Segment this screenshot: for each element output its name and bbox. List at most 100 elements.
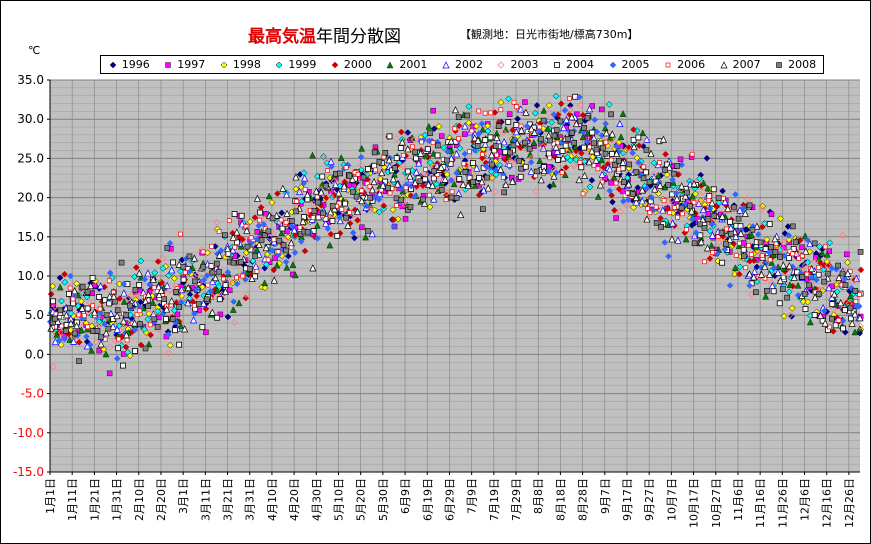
data-point xyxy=(759,253,765,258)
data-point xyxy=(630,136,637,143)
x-tick-label: 4月10日 xyxy=(266,478,279,521)
data-point xyxy=(449,189,455,195)
data-point xyxy=(144,316,152,323)
data-point xyxy=(168,266,176,274)
data-point xyxy=(533,101,541,109)
data-point xyxy=(684,189,690,196)
data-point xyxy=(314,234,322,242)
data-point xyxy=(629,149,636,157)
y-tick-label: 10.0 xyxy=(17,269,44,283)
data-point xyxy=(585,158,593,166)
data-point xyxy=(397,145,404,151)
data-point xyxy=(727,218,733,225)
data-point xyxy=(79,283,86,290)
data-point xyxy=(576,93,583,101)
data-point xyxy=(536,157,544,164)
data-point xyxy=(562,164,570,171)
data-point xyxy=(315,199,321,206)
data-point xyxy=(89,275,96,281)
data-point xyxy=(101,320,108,328)
data-point xyxy=(567,96,572,101)
data-point xyxy=(392,165,398,171)
data-point xyxy=(50,298,56,305)
legend-item-2000: 2000 xyxy=(330,58,372,71)
data-point xyxy=(801,262,809,270)
data-point xyxy=(638,137,646,146)
data-point xyxy=(227,287,233,294)
data-point xyxy=(309,151,316,159)
data-point xyxy=(592,156,600,164)
data-point xyxy=(257,217,262,223)
data-point xyxy=(205,282,211,288)
data-point xyxy=(226,218,232,223)
data-point xyxy=(330,177,338,185)
data-point xyxy=(371,162,378,169)
data-point xyxy=(251,214,259,221)
data-point xyxy=(441,175,449,183)
data-point xyxy=(619,197,627,205)
data-point xyxy=(517,105,525,113)
data-point xyxy=(452,126,458,132)
data-point xyxy=(366,169,374,177)
x-tick-label: 7月29日 xyxy=(510,478,523,521)
data-point xyxy=(320,153,327,160)
data-point xyxy=(498,107,504,113)
data-point xyxy=(430,107,436,114)
data-point xyxy=(358,161,366,169)
data-point xyxy=(535,127,543,135)
legend-label: 2008 xyxy=(788,58,817,71)
data-point xyxy=(643,147,650,153)
data-point xyxy=(336,217,344,225)
data-point xyxy=(360,174,367,181)
data-point xyxy=(632,193,640,201)
legend-marker xyxy=(609,61,616,68)
data-point xyxy=(596,181,605,189)
data-point xyxy=(469,169,477,177)
data-point xyxy=(76,312,82,318)
data-point xyxy=(63,328,69,334)
data-point xyxy=(665,181,671,188)
data-point xyxy=(608,111,614,118)
data-point xyxy=(420,196,426,203)
data-point xyxy=(745,270,754,278)
legend-marker xyxy=(776,61,782,68)
data-point xyxy=(98,334,104,340)
data-point xyxy=(134,312,140,318)
data-point xyxy=(488,110,494,116)
data-point xyxy=(829,327,837,335)
data-point xyxy=(566,106,574,114)
data-point xyxy=(434,152,441,159)
data-point xyxy=(704,216,711,222)
data-point xyxy=(131,326,139,334)
data-point xyxy=(848,315,854,322)
data-point xyxy=(59,323,64,329)
data-point xyxy=(499,128,507,136)
data-point xyxy=(824,262,832,270)
data-point xyxy=(682,235,690,243)
data-point xyxy=(67,285,73,291)
legend-label: 1996 xyxy=(121,58,150,71)
data-point xyxy=(247,246,254,253)
data-point xyxy=(816,311,825,319)
data-point xyxy=(118,323,127,331)
data-point xyxy=(224,313,232,321)
data-point xyxy=(813,276,820,284)
legend-label: 2006 xyxy=(677,58,706,71)
x-tick-label: 11月26日 xyxy=(776,478,789,528)
data-point xyxy=(665,252,672,260)
data-point xyxy=(154,258,162,265)
data-point xyxy=(478,120,486,128)
data-point xyxy=(453,195,460,201)
data-point xyxy=(110,316,117,323)
data-point xyxy=(86,341,94,349)
data-point xyxy=(547,155,553,161)
data-point xyxy=(616,207,624,215)
data-point xyxy=(176,304,183,310)
data-point xyxy=(661,239,669,246)
data-point xyxy=(689,192,696,200)
data-point xyxy=(226,278,234,286)
data-point xyxy=(785,232,793,239)
data-point xyxy=(61,278,69,286)
data-point xyxy=(786,281,794,289)
data-point xyxy=(336,182,344,190)
